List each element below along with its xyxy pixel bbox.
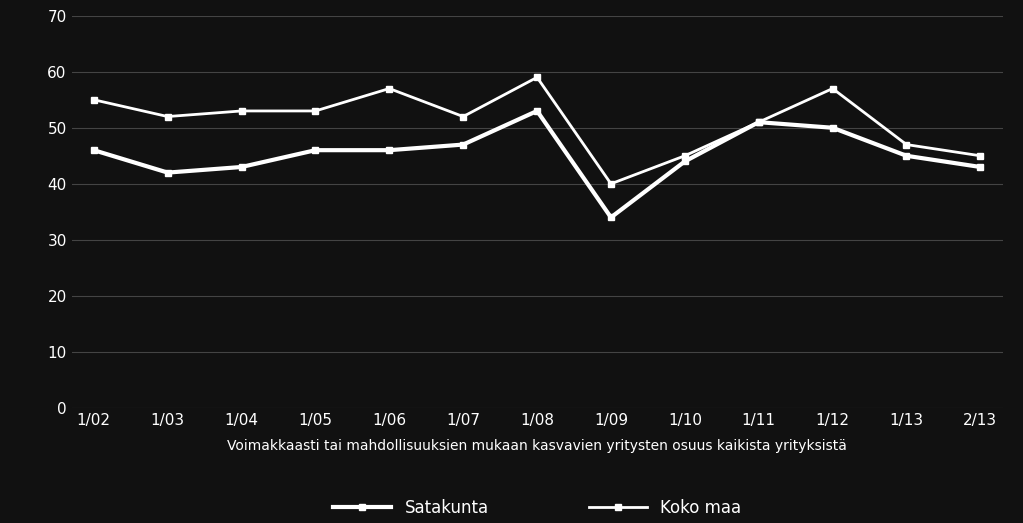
Satakunta	[827, 124, 839, 131]
Line: Koko maa: Koko maa	[91, 75, 983, 187]
Satakunta	[753, 119, 765, 126]
Line: Satakunta: Satakunta	[91, 108, 983, 220]
Satakunta	[531, 108, 543, 114]
Satakunta	[678, 158, 691, 165]
Koko maa	[88, 97, 100, 103]
Koko maa	[309, 108, 321, 114]
Koko maa	[531, 74, 543, 81]
Koko maa	[605, 180, 617, 187]
Satakunta	[974, 164, 986, 170]
Satakunta	[162, 169, 174, 176]
Legend: Satakunta, Koko maa: Satakunta, Koko maa	[332, 499, 742, 517]
Satakunta	[309, 147, 321, 153]
Koko maa	[162, 113, 174, 120]
Koko maa	[974, 153, 986, 159]
Satakunta	[88, 147, 100, 153]
Satakunta	[605, 214, 617, 221]
Koko maa	[827, 85, 839, 92]
Satakunta	[384, 147, 396, 153]
Satakunta	[235, 164, 248, 170]
Koko maa	[753, 119, 765, 126]
X-axis label: Voimakkaasti tai mahdollisuuksien mukaan kasvavien yritysten osuus kaikista yrit: Voimakkaasti tai mahdollisuuksien mukaan…	[227, 439, 847, 453]
Koko maa	[457, 113, 470, 120]
Koko maa	[235, 108, 248, 114]
Satakunta	[457, 141, 470, 147]
Koko maa	[384, 85, 396, 92]
Satakunta	[900, 153, 913, 159]
Koko maa	[900, 141, 913, 147]
Koko maa	[678, 153, 691, 159]
